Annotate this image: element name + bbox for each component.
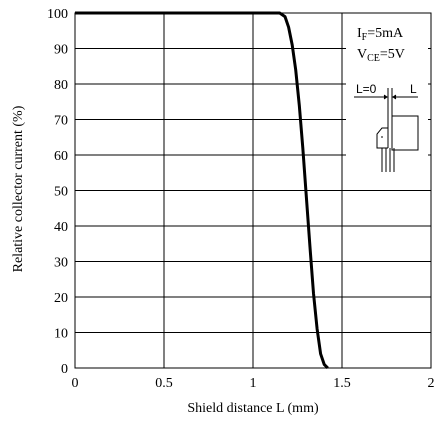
y-axis-label: Relative collector current (%) xyxy=(11,105,26,272)
y-tick-label: 40 xyxy=(54,220,68,235)
shield-diagram-icon xyxy=(354,88,419,172)
series-line xyxy=(75,11,329,370)
series-group xyxy=(75,11,329,370)
y-tick-label: 10 xyxy=(54,327,68,342)
y-tick-label: 60 xyxy=(54,149,68,164)
x-tick-label: 1.5 xyxy=(333,376,351,391)
x-axis-label: Shield distance L (mm) xyxy=(187,401,319,416)
y-tick-label: 70 xyxy=(54,114,68,129)
y-tick-label: 80 xyxy=(54,78,68,93)
y-tick-label: 0 xyxy=(61,362,68,377)
if-label: IF=5mA xyxy=(357,26,404,43)
y-tick-label: 50 xyxy=(54,185,68,200)
x-tick-label: 1 xyxy=(250,376,257,391)
y-tick-label: 100 xyxy=(47,7,68,22)
y-tick-label: 20 xyxy=(54,291,68,306)
y-tick-label: 30 xyxy=(54,256,68,271)
x-tick-label: 0.5 xyxy=(155,376,173,391)
x-tick-label: 0 xyxy=(72,376,79,391)
vce-label: VCE=5V xyxy=(357,47,405,64)
y-tick-labels: 0 10 20 30 40 50 60 70 80 90 100 xyxy=(47,7,68,377)
x-tick-labels: 0 0.5 1 1.5 2 xyxy=(72,376,434,391)
annotation-box: IF=5mA VCE=5V L=0 L xyxy=(346,20,428,175)
l-zero-label: L=0 xyxy=(356,82,377,96)
l-label: L xyxy=(410,82,417,96)
x-tick-label: 2 xyxy=(428,376,434,391)
y-tick-label: 90 xyxy=(54,43,68,58)
